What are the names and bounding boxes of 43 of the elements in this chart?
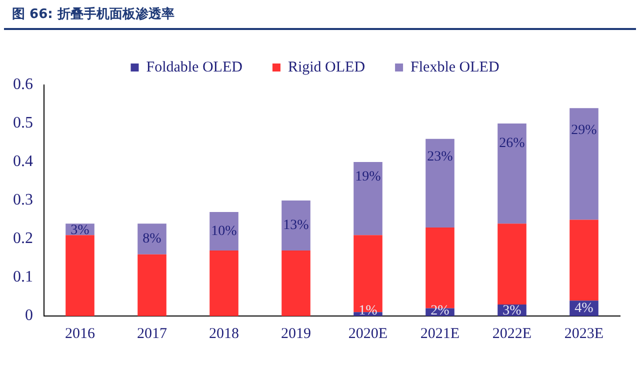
data-label: 2% (430, 304, 450, 319)
y-tick-label: 0.6 (13, 76, 33, 94)
legend-label: Foldable OLED (146, 59, 243, 76)
data-label: 26% (499, 136, 526, 152)
y-tick-label: 0.3 (13, 192, 33, 209)
x-tick-label: 2019 (281, 326, 311, 342)
legend-label: Rigid OLED (288, 59, 366, 76)
bar (282, 250, 310, 316)
y-tick-label: 0 (25, 307, 33, 324)
bar (138, 254, 166, 316)
x-tick-label: 2018 (209, 326, 239, 342)
x-tick-label: 2021E (420, 326, 460, 342)
data-label: 3% (502, 304, 522, 319)
y-tick-label: 0.2 (13, 230, 33, 248)
bar (138, 224, 166, 254)
x-tick-label: 2020E (348, 326, 388, 342)
x-tick-label: 2017 (137, 326, 168, 342)
bar (570, 108, 598, 220)
bar (282, 200, 310, 251)
x-tick-label: 2022E (492, 326, 532, 342)
bar (426, 138, 454, 228)
data-label: 4% (574, 300, 594, 316)
data-label: 8% (142, 232, 162, 247)
x-tick-label: 2023E (564, 326, 604, 342)
y-tick-label: 0.5 (13, 114, 33, 132)
bar (210, 250, 238, 316)
data-label: 3% (70, 222, 90, 238)
bar (66, 235, 94, 316)
bar (210, 212, 238, 251)
bar (354, 162, 382, 236)
data-label: 29% (571, 123, 598, 138)
y-tick-label: 0.4 (13, 153, 33, 170)
chart-title: 图 66: 折叠手机面板渗透率 (4, 0, 636, 30)
data-label: 10% (211, 224, 238, 239)
bar (570, 220, 598, 301)
legend-label: Flexble OLED (410, 59, 500, 76)
data-label: 13% (283, 218, 310, 234)
bar (498, 124, 526, 224)
x-tick-label: 2016 (65, 326, 96, 342)
data-label: 23% (427, 149, 454, 164)
bar (498, 224, 526, 304)
data-label: 19% (355, 169, 382, 184)
y-tick-label: 0.1 (13, 268, 33, 286)
